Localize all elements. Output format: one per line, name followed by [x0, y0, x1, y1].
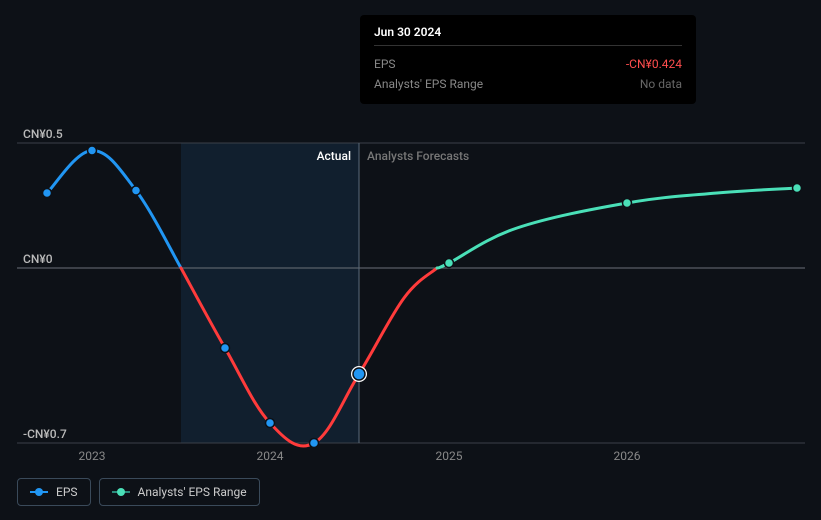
y-axis-label: CN¥0 [23, 252, 53, 266]
chart-tooltip: Jun 30 2024 EPS -CN¥0.424 Analysts' EPS Ra… [360, 15, 696, 104]
legend-swatch [30, 487, 48, 497]
tooltip-row: Analysts' EPS Range No data [374, 74, 682, 94]
y-axis-label: CN¥0.5 [23, 127, 63, 141]
legend-label: Analysts' EPS Range [138, 485, 247, 499]
zone-label-actual: Actual [317, 149, 351, 163]
tooltip-date: Jun 30 2024 [374, 25, 682, 46]
x-axis-label: 2025 [436, 449, 463, 463]
tooltip-row-value: No data [640, 77, 682, 91]
tooltip-row-label: EPS [374, 57, 396, 71]
tooltip-row-value: -CN¥0.424 [626, 57, 682, 71]
zone-label-forecast: Analysts Forecasts [367, 149, 469, 163]
tooltip-row-label: Analysts' EPS Range [374, 77, 483, 91]
y-axis-label: -CN¥0.7 [23, 427, 67, 441]
tooltip-row: EPS -CN¥0.424 [374, 54, 682, 74]
x-axis-label: 2023 [79, 449, 106, 463]
legend-item[interactable]: Analysts' EPS Range [99, 478, 260, 506]
legend-swatch [112, 487, 130, 497]
eps-chart: CN¥0.5CN¥0-CN¥0.7 2023202420252026 Actua… [17, 143, 805, 443]
legend-label: EPS [56, 485, 78, 499]
legend-item[interactable]: EPS [17, 478, 91, 506]
x-axis-label: 2024 [257, 449, 284, 463]
x-axis-label: 2026 [614, 449, 641, 463]
chart-legend: EPS Analysts' EPS Range [17, 478, 260, 506]
